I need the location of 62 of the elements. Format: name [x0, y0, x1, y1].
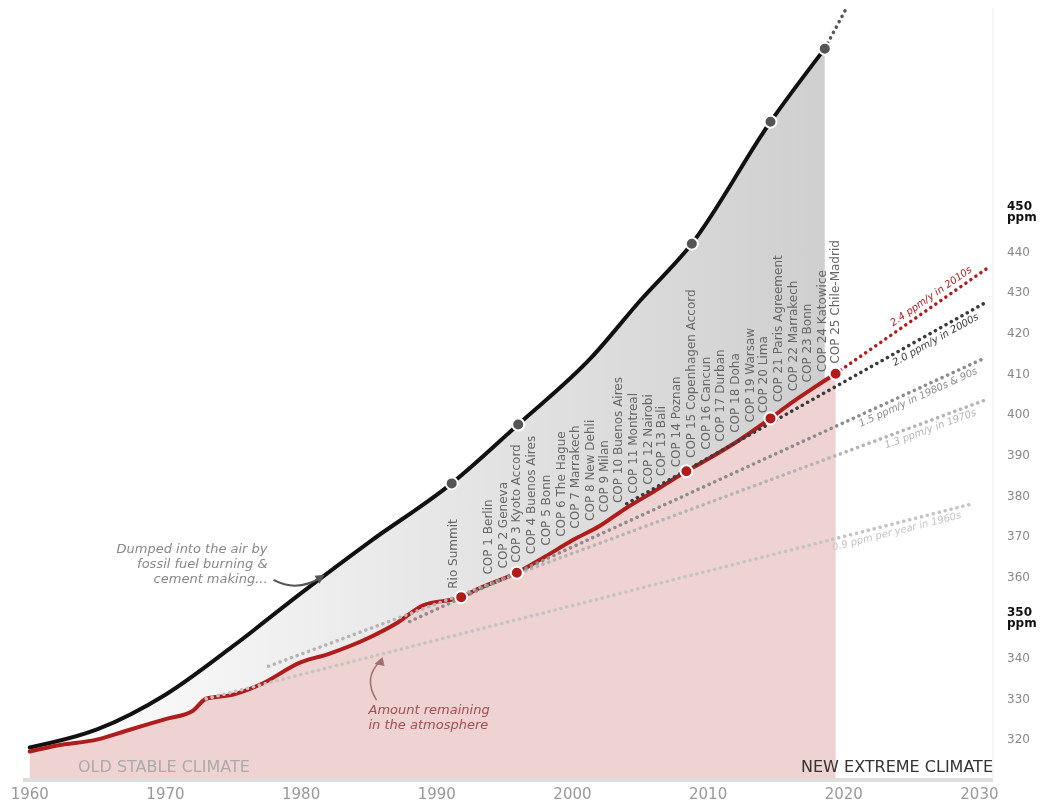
annotation: COP 2 Geneva [495, 482, 510, 569]
x-tick-label: 1980 [282, 784, 321, 803]
y-tick-label: 360 [1007, 569, 1030, 584]
annotation: COP 10 Buenos Aires [611, 377, 626, 504]
annotation: COP 21 Paris Agreement [771, 255, 786, 403]
y-tick-label: 430 [1007, 285, 1030, 300]
x-tick-label: 1960 [10, 784, 49, 803]
y-tick-label: 330 [1007, 691, 1030, 706]
annotation: COP 22 Marrakech [786, 280, 801, 392]
point [763, 411, 778, 426]
annotation: COP 7 Marrakech [567, 425, 582, 529]
y-tick-label: 370 [1007, 529, 1030, 544]
annotation: COP 9 Milan [597, 440, 612, 513]
annotation: COP 13 Bali [654, 406, 669, 477]
y-tick-label: 340 [1007, 651, 1030, 666]
y-tick-label: 320 [1007, 732, 1030, 747]
point [679, 464, 694, 479]
annotation: COP 4 Buenos Aires [524, 435, 539, 555]
annotation: Rio Summit [445, 519, 460, 589]
annotation: COP 14 Poznan [669, 376, 684, 468]
y-tick-label: 380 [1007, 488, 1030, 503]
y-tick-label: 390 [1007, 447, 1030, 462]
point [509, 565, 524, 580]
y-tick-label: 440 [1007, 244, 1030, 259]
annotation: COP 16 Cancun [699, 356, 714, 450]
point [454, 590, 469, 605]
annotation: COP 12 Nairobi [640, 394, 655, 485]
annotation: COP 24 Katowice [814, 270, 829, 373]
y-tick-label: 400 [1007, 407, 1030, 422]
x-tick-label: 1970 [146, 784, 185, 803]
y-tick-label: 420 [1007, 326, 1030, 341]
x-tick-label: 2010 [689, 784, 728, 803]
point [828, 366, 843, 381]
annotation: Amount remaining in the atmosphere [367, 702, 490, 733]
annotation: COP 18 Doha [727, 353, 742, 433]
annotation: COP 3 Kyoto Accord [509, 444, 524, 563]
x-tick-label: 1990 [417, 784, 456, 803]
point [684, 236, 699, 251]
annotation: COP 8 New Dehli [582, 419, 597, 521]
annotation: COP 25 Chile-Madrid [828, 240, 843, 364]
y-tick-label: 410 [1007, 366, 1030, 381]
annotation: COP 23 Bonn [799, 303, 814, 383]
y-tick-label: 350 ppm [1007, 604, 1037, 630]
annotation: COP 19 Warsaw [742, 327, 757, 423]
annotation: Dumped into the air by fossil fuel burning & cement making... [116, 540, 268, 586]
x-tick-label: 2020 [824, 784, 863, 803]
point [511, 417, 526, 432]
point [763, 114, 778, 129]
annotation: COP 5 Bonn [539, 474, 554, 546]
annotation: OLD STABLE CLIMATE [78, 757, 250, 776]
point [817, 41, 832, 56]
point [444, 476, 459, 491]
annotation: COP 1 Berlin [480, 499, 495, 575]
annotation: COP 15 Copenhagen Accord [684, 289, 699, 458]
y-tick-label: 450 ppm [1007, 198, 1037, 224]
annotation: COP 11 Montreal [625, 392, 640, 494]
annotation: COP 20 Lima [756, 336, 771, 414]
x-tick-label: 2000 [553, 784, 592, 803]
annotation: COP 6 The Hague [554, 431, 569, 537]
x-tick-label: 2030 [960, 784, 999, 803]
annotation: COP 17 Durban [712, 349, 727, 442]
annotation: NEW EXTREME CLIMATE [801, 757, 993, 776]
